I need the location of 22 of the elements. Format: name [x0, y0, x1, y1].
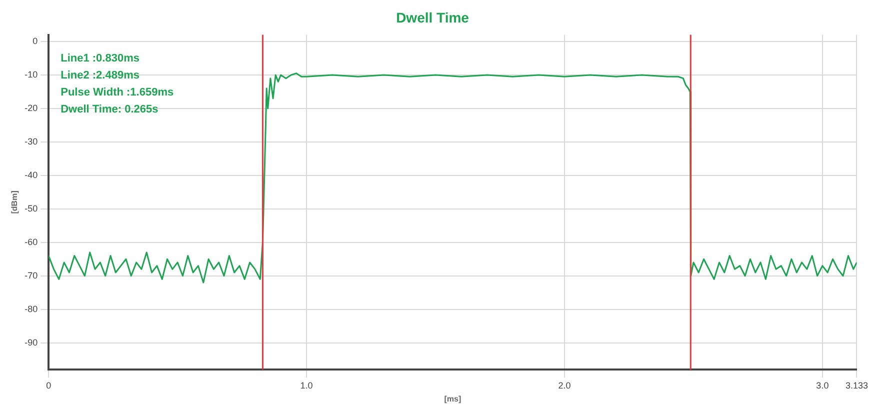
y-tick-label: -30 — [24, 136, 38, 146]
annotation: Line1 :0.830ms — [60, 52, 140, 64]
x-tick-label: 0 — [46, 380, 52, 390]
y-axis-title: [dBm] — [10, 190, 20, 214]
y-tick-label: -50 — [24, 203, 38, 214]
x-axis-title: [ms] — [444, 394, 462, 404]
y-tick-label: -70 — [24, 270, 38, 280]
x-tick-label: 1.0 — [300, 380, 313, 390]
y-tick-label: 0 — [32, 36, 38, 46]
x-tick-label: 2.0 — [558, 380, 571, 390]
x-tick-label: 3.0 — [816, 380, 829, 390]
y-tick-label: -90 — [24, 337, 38, 348]
y-tick-label: -80 — [24, 304, 38, 314]
chart-title: Dwell Time — [396, 9, 470, 26]
y-tick-label: -10 — [24, 69, 38, 80]
x-tick-label: 3.133 — [845, 380, 868, 390]
annotation: Line2 :2.489ms — [60, 69, 140, 82]
annotation: Pulse Width :1.659ms — [60, 86, 174, 98]
y-tick-label: -40 — [24, 170, 38, 180]
annotation: Dwell Time: 0.265s — [60, 103, 158, 116]
y-tick-label: -20 — [24, 102, 38, 113]
y-tick-label: -60 — [24, 236, 38, 247]
